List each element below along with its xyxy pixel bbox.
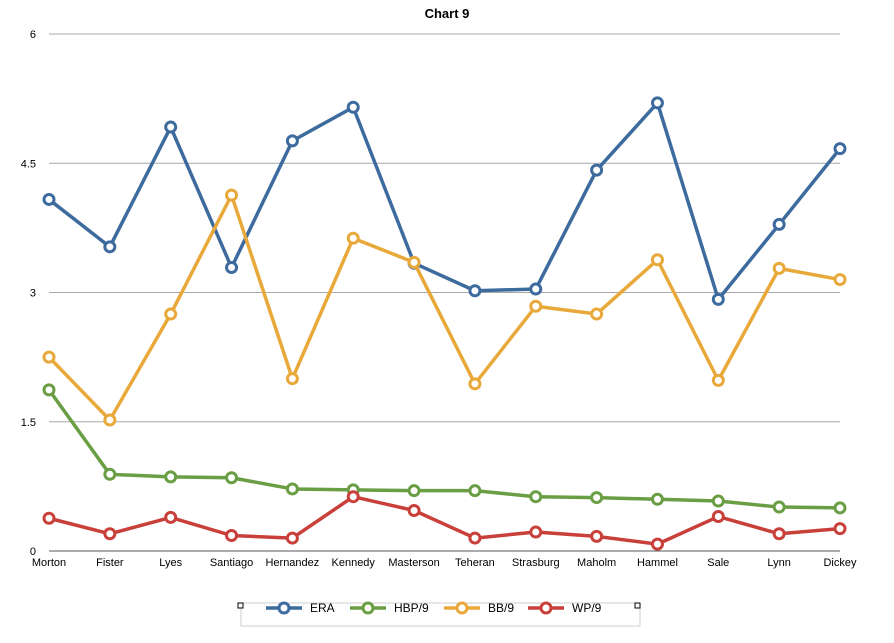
x-tick-label: Teheran [455,557,495,569]
data-point [772,217,786,231]
data-point [772,261,786,275]
data-point [164,120,178,134]
data-point [590,307,604,321]
data-point [711,373,725,387]
data-point [225,188,239,202]
data-point [833,142,847,156]
legend-swatch-marker [361,601,375,615]
y-tick-label: 1.5 [21,417,36,429]
x-tick-label: Dickey [823,557,857,569]
legend-entry: WP/9 [572,601,602,615]
data-point [529,525,543,539]
legend-entry: BB/9 [488,601,514,615]
data-point [225,471,239,485]
y-tick-label: 3 [30,288,36,300]
data-point [225,261,239,275]
x-tick-label: Fister [96,557,124,569]
legend-handle [237,602,244,609]
data-point [833,501,847,515]
data-point [711,292,725,306]
data-point [590,163,604,177]
data-point [42,192,56,206]
data-point [711,494,725,508]
data-point [407,255,421,269]
data-point [164,470,178,484]
data-point [103,240,117,254]
data-point [650,96,664,110]
data-point [42,350,56,364]
x-tick-label: Maholm [577,557,616,569]
data-point [285,134,299,148]
x-tick-label: Lyes [159,557,182,569]
data-point [285,482,299,496]
data-point [285,531,299,545]
data-point [103,413,117,427]
data-point [468,484,482,498]
x-tick-label: Kennedy [332,557,376,569]
legend-entry: HBP/9 [394,601,429,615]
x-tick-label: Strasburg [512,557,560,569]
data-point [468,284,482,298]
x-tick-label: Hernandez [265,557,319,569]
data-point [346,490,360,504]
series-wp-9 [42,490,847,551]
series-era [42,96,847,306]
data-point [650,492,664,506]
series-bb-9 [42,188,847,427]
data-point [590,529,604,543]
series-group [42,96,847,551]
x-tick-label: Morton [32,557,66,569]
series-hbp-9 [42,383,847,515]
legend-entry: ERA [310,601,335,615]
data-point [103,467,117,481]
y-tick-label: 0 [30,546,36,558]
data-point [529,282,543,296]
legend: ERA HBP/9 BB/9 WP/9 [237,601,641,627]
x-tick-label: Masterson [388,557,439,569]
x-tick-label: Hammel [637,557,678,569]
data-point [407,504,421,518]
data-point [468,377,482,391]
data-point [225,528,239,542]
data-point [285,372,299,386]
x-tick-label: Sale [707,557,729,569]
data-point [529,299,543,313]
data-point [833,522,847,536]
legend-swatch-marker [539,601,553,615]
x-tick-label: Lynn [767,557,790,569]
data-point [529,490,543,504]
legend-swatch-marker [455,601,469,615]
data-point [164,510,178,524]
series-line [47,101,842,302]
data-point [772,500,786,514]
series-line [47,193,841,422]
data-point [42,383,56,397]
data-point [407,484,421,498]
x-axis-ticks: Morton Fister Lyes Santiago Hernandez Kennedy… [32,557,857,569]
legend-swatch-marker [277,601,291,615]
x-tick-label: Santiago [210,557,253,569]
chart-title: Chart 9 [425,6,470,21]
data-point [346,231,360,245]
data-point [164,307,178,321]
data-point [103,527,117,541]
data-point [346,100,360,114]
data-point [833,273,847,287]
data-point [468,531,482,545]
y-axis-ticks: 0 1.5 3 4.5 6 [21,29,36,558]
series-line [48,494,841,546]
data-point [650,253,664,267]
data-point [772,527,786,541]
data-point [42,511,56,525]
legend-handle [634,602,641,609]
y-tick-label: 4.5 [21,158,36,170]
data-point [590,491,604,505]
y-tick-label: 6 [30,29,36,41]
data-point [711,510,725,524]
data-point [650,537,664,551]
series-line [47,388,841,510]
